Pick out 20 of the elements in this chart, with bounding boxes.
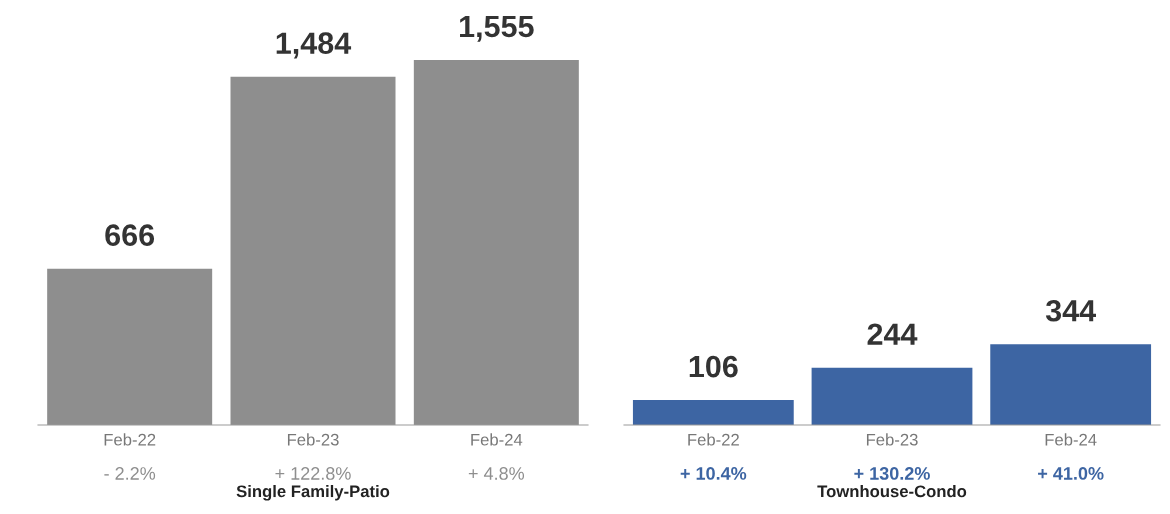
text: + 41.0%	[1038, 467, 1104, 480]
text: - 2.2%	[104, 467, 156, 480]
data-label: 106	[689, 355, 738, 378]
x-tick-label: Feb-22	[104, 433, 156, 446]
x-tick-label: Feb-24	[1045, 433, 1097, 446]
text: + 4.8%	[468, 467, 525, 480]
data-label: 1,484	[276, 32, 352, 59]
x-tick-label: Feb-24	[471, 433, 523, 446]
x-tick-label: Feb-23	[287, 433, 339, 446]
text: + 122.8%	[275, 467, 351, 480]
x-axis-title: Townhouse-Condo	[817, 484, 967, 498]
data-label: 244	[867, 323, 918, 345]
x-axis-title: Single Family-Patio	[236, 484, 390, 501]
data-label: 1,555	[460, 15, 534, 42]
x-tick-label: Feb-23	[866, 433, 918, 446]
data-label: 666	[105, 224, 155, 246]
text: + 10.4%	[680, 467, 747, 480]
data-label: 344	[1045, 299, 1096, 322]
text: + 130.2%	[854, 467, 930, 480]
x-tick-label: Feb-22	[688, 433, 739, 446]
